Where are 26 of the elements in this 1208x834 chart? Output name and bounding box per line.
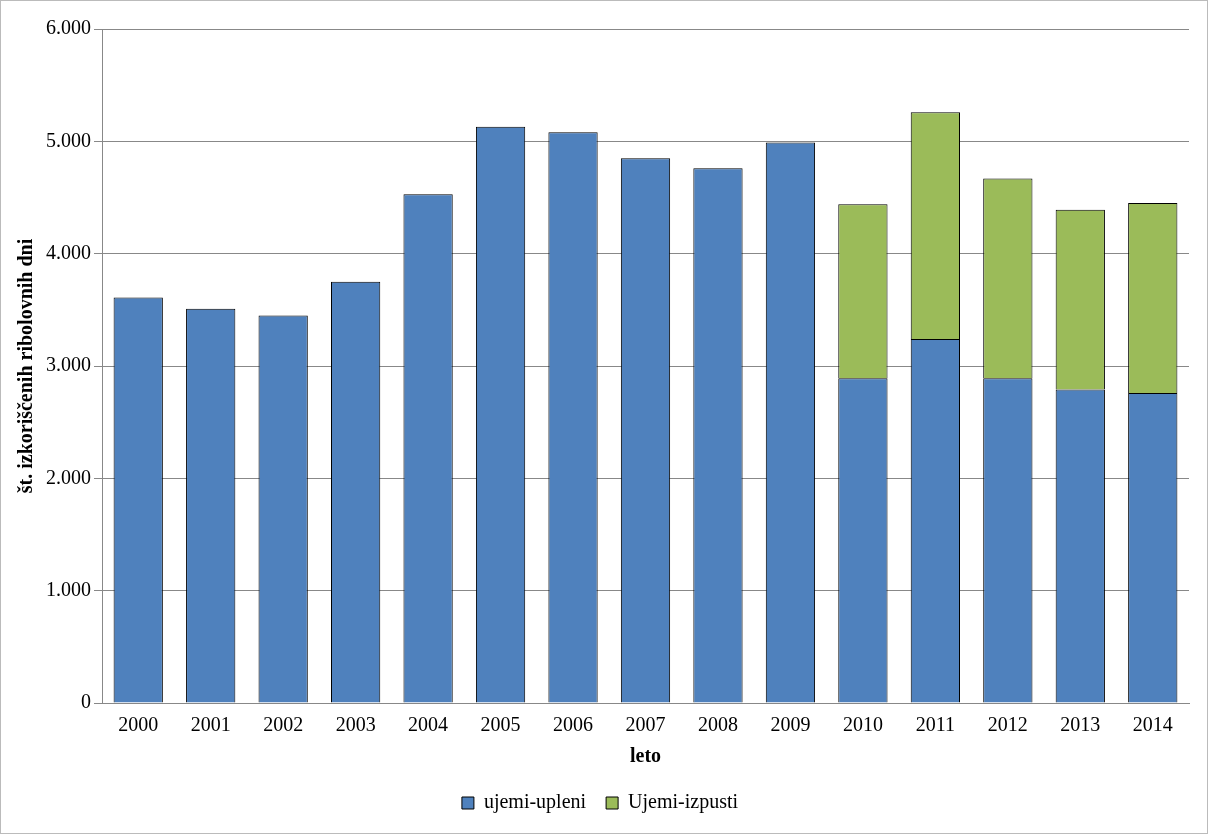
x-tick-label: 2002 <box>263 713 304 736</box>
legend-label: ujemi-upleni <box>483 790 587 814</box>
x-axis-title: leto <box>629 744 662 767</box>
y-tick-label: 2.000 <box>46 465 91 488</box>
y-tick-label: 6.000 <box>46 16 91 39</box>
x-tick-label: 2007 <box>625 713 666 736</box>
x-tick-label: 2011 <box>915 713 955 736</box>
y-axis-title: št. izkoriščenih ribolovnih dni <box>14 238 37 494</box>
x-tick-label: 2012 <box>987 713 1028 736</box>
x-tick-label: 2014 <box>1132 713 1173 736</box>
y-tick-label: 5.000 <box>46 128 91 151</box>
legend-label: Ujemi-izpusti <box>628 790 739 814</box>
x-tick-label: 2010 <box>842 713 883 736</box>
x-tick-label: 2006 <box>553 713 594 736</box>
x-tick-label: 2000 <box>118 713 159 736</box>
x-tick-label: 2008 <box>697 713 738 736</box>
x-tick-label: 2003 <box>335 713 376 736</box>
x-tick-label: 2004 <box>408 713 449 736</box>
y-tick-label: 1.000 <box>46 577 91 600</box>
y-tick-label: 3.000 <box>46 353 91 376</box>
y-tick-label: 0 <box>81 690 91 713</box>
x-tick-label: 2001 <box>190 713 231 736</box>
x-tick-label: 2009 <box>770 713 811 736</box>
x-tick-label: 2013 <box>1060 713 1101 736</box>
y-tick-label: 4.000 <box>46 240 91 263</box>
x-tick-label: 2005 <box>480 713 521 736</box>
